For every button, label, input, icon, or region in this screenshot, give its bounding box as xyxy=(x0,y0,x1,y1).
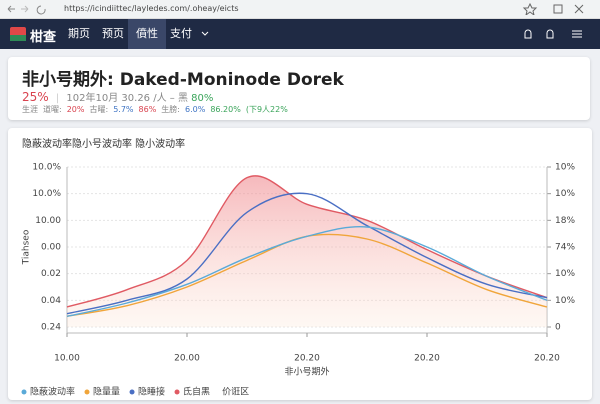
stat: 道曜: xyxy=(43,105,62,114)
nav-item[interactable]: 预页 xyxy=(102,27,124,40)
logo-icon xyxy=(10,27,26,41)
nav-item[interactable]: 支付 xyxy=(170,27,192,40)
y-tick-label: 10.0% xyxy=(32,189,61,199)
logo[interactable]: 柑查 xyxy=(30,30,57,45)
y2-tick-label: 0 xyxy=(555,323,561,333)
x-tick-label: 20.20 xyxy=(294,354,320,364)
y-tick-label: 10.0% xyxy=(32,163,61,173)
legend-swatch xyxy=(129,389,135,395)
legend-swatch xyxy=(84,389,90,395)
y2-tick-label: 10% xyxy=(555,296,575,306)
stat: 生涯 xyxy=(22,105,38,114)
y2-tick-label: 18% xyxy=(555,216,575,226)
stat: 86.20% xyxy=(210,105,241,114)
legend-label: 隐量量 xyxy=(93,386,120,398)
legend-label: 隐睡接 xyxy=(138,386,165,398)
y-tick-label: 0.24 xyxy=(41,323,61,333)
nav-item[interactable]: 期页 xyxy=(68,27,90,40)
y2-tick-label: 74% xyxy=(555,243,575,253)
x-tick-label: 20.20 xyxy=(414,354,440,364)
x-axis-label: 非小号期外 xyxy=(284,366,329,378)
stat: (下9人22% xyxy=(245,105,288,114)
price: 25% xyxy=(22,90,49,104)
chart-card: 隐蔽波动率隐小号波动率 隐小波动率 Tiahseo 非小号期外 0.24 0.04… xyxy=(8,128,592,400)
meta: 102年10月 30.26 /人 – 黑 xyxy=(66,93,188,104)
line xyxy=(66,175,548,308)
x-tick-label: 20.20 xyxy=(534,354,560,364)
line xyxy=(66,225,548,318)
browser-bar: https://icindiittec/layledes.com/.oheay/… xyxy=(0,0,600,19)
legend-label: 价诳区 xyxy=(222,386,249,398)
y-tick-label: 0.02 xyxy=(41,269,61,279)
price-line: 25% | 102年10月 30.26 /人 – 黑 80% xyxy=(22,90,214,104)
legend-swatch xyxy=(174,389,180,395)
url[interactable]: https://icindiittec/layledes.com/.oheay/… xyxy=(64,4,239,13)
chart-title: 隐蔽波动率隐小号波动率 隐小波动率 xyxy=(22,137,185,150)
nav-icons[interactable] xyxy=(520,27,595,41)
stat: 古曜: xyxy=(89,105,109,114)
stat: 86% xyxy=(138,105,157,114)
chevron[interactable] xyxy=(200,30,210,38)
y2-tick-label: 10% xyxy=(555,269,575,279)
stat: 生膀: xyxy=(161,105,180,114)
stats-line: 生涯 道曜: 20% 古曜: 5.7% 86% 生膀: 6.0% 86.20% (下9人22% xyxy=(22,104,293,115)
x-tick-label: 20.00 xyxy=(174,354,200,364)
stat: 20% xyxy=(66,105,85,114)
y2-tick-label: 10% xyxy=(555,189,575,199)
legend-swatch xyxy=(21,389,27,395)
legend-label: 隐蔽波动率 xyxy=(30,386,75,398)
y-tick-label: 0.00 xyxy=(41,243,61,253)
legend-label: 氐自黑 xyxy=(183,386,210,398)
page-title: 非小号期外: Daked-Moninode Dorek xyxy=(22,70,344,90)
y2-tick-label: 10% xyxy=(555,163,575,173)
chart: 隐蔽波动率隐小号波动率 隐小波动率 Tiahseo 非小号期外 0.24 0.04… xyxy=(21,137,575,398)
y-tick-label: 0.04 xyxy=(41,296,61,306)
stat: 6.0% xyxy=(185,105,206,114)
line xyxy=(66,192,548,315)
stat: 5.7% xyxy=(113,105,134,114)
browser-buttons[interactable] xyxy=(6,3,56,15)
y-axis-label: Tiahseo xyxy=(22,229,32,265)
nav-item[interactable]: 僨性 xyxy=(128,19,166,49)
x-tick-label: 10.00 xyxy=(54,354,80,364)
area xyxy=(67,175,547,327)
y-tick-label: 10.00 xyxy=(35,216,61,226)
change: 80% xyxy=(191,93,214,104)
browser-icons[interactable] xyxy=(520,3,595,15)
header-card: 非小号期外: Daked-Moninode Dorek 25% | 102年10… xyxy=(8,57,590,120)
nav-bar: 柑查 期页 预页 僨性 支付 xyxy=(0,19,600,49)
